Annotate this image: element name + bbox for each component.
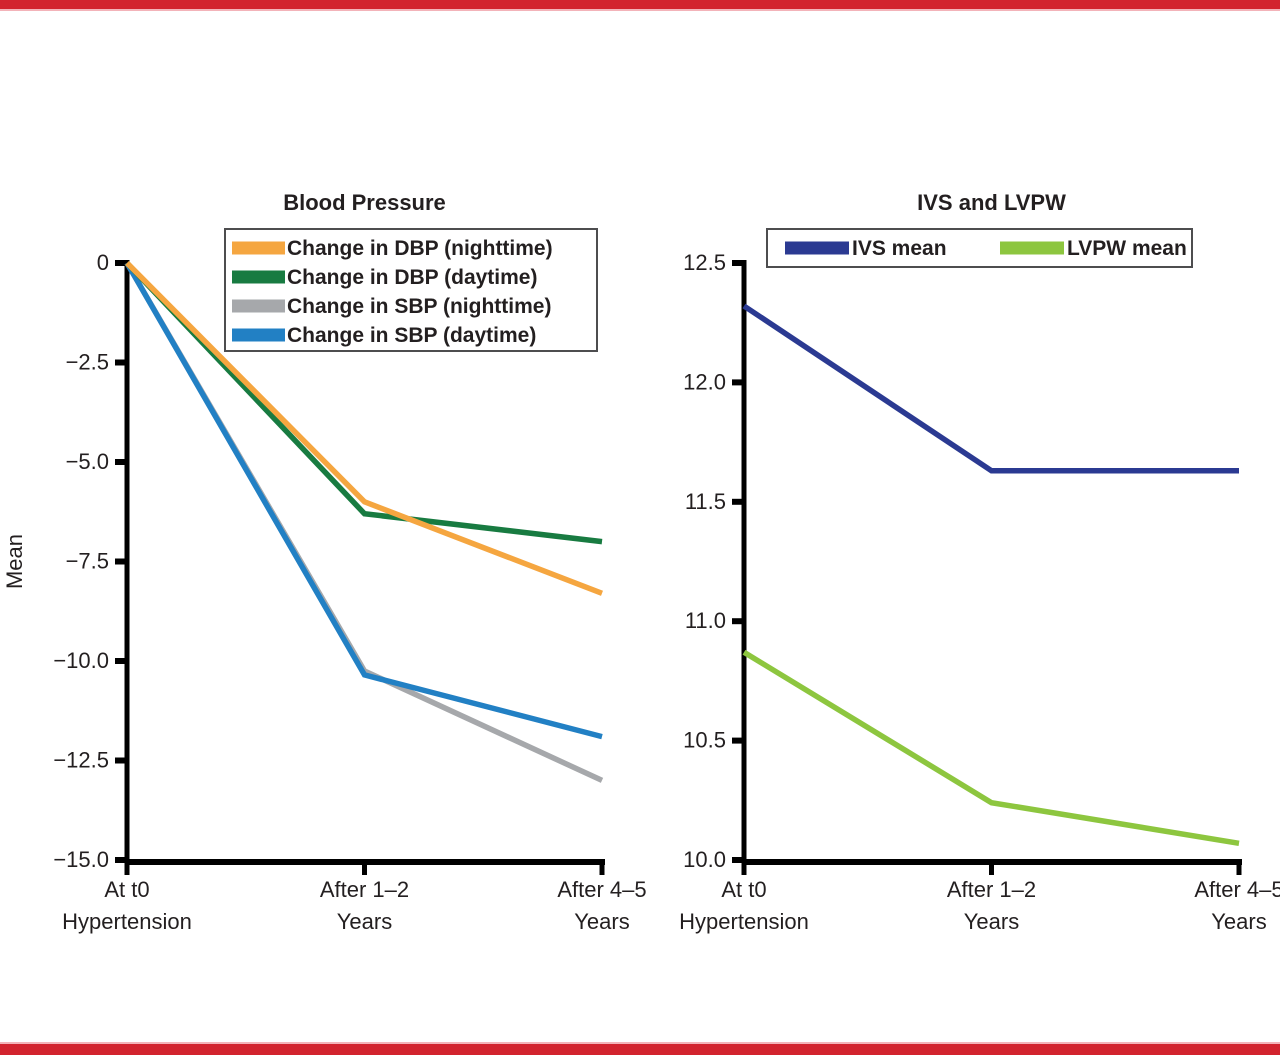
bottom-border-accent [0,1042,1280,1044]
legend-label-1: LVPW mean [1067,237,1187,260]
legend-swatch-1 [1000,241,1064,255]
x-tick-label: Hypertension [679,909,809,934]
legend-label-1: Change in DBP (daytime) [287,266,537,289]
x-tick-label: At t0 [104,877,149,902]
y-tick-label: −2.5 [66,350,109,375]
bottom-border-bar [0,1044,1280,1055]
y-axis-title: Mean [2,534,27,589]
x-tick-label: After 1–2 [320,877,409,902]
legend-swatch-3 [232,328,285,342]
legend-box [224,228,598,352]
legend-label-0: IVS mean [852,237,947,260]
series-line-1 [125,261,603,545]
top-border-accent [0,9,1280,11]
legend-swatch-0 [232,241,285,255]
y-tick-label: 11.5 [685,489,726,514]
top-border-bar [0,0,1280,9]
chart-title: IVS and LVPW [917,190,1066,215]
y-tick-label: 10.5 [683,728,726,753]
x-tick-label: At t0 [721,877,766,902]
y-tick-label: −7.5 [66,549,109,574]
x-tick-label: Hypertension [62,909,192,934]
x-tick-label: After 4–5 [557,877,646,902]
y-tick-label: −5.0 [66,449,109,474]
y-tick-label: −12.5 [53,748,109,773]
series-line-0 [125,261,603,596]
x-tick-label: Years [1211,909,1266,934]
y-tick-label: 10.0 [683,847,726,872]
legend-label-3: Change in SBP (daytime) [287,324,536,347]
x-tick-label: Years [574,909,629,934]
x-tick-label: After 1–2 [947,877,1036,902]
legend-swatch-1 [232,270,285,284]
chart-0: Blood Pressure 0 −2.5 −5.0 −7.5 −10.0 −12.5 −15… [2,190,647,934]
chart-title: Blood Pressure [283,190,446,215]
legend-swatch-2 [232,299,285,313]
y-tick-label: 12.0 [683,369,726,394]
y-tick-label: 11.0 [685,608,726,633]
y-tick-label: 12.5 [683,250,726,275]
x-tick-label: Years [964,909,1019,934]
y-tick-label: −10.0 [53,648,109,673]
legend-label-2: Change in SBP (nighttime) [287,295,551,318]
series-line-1 [742,649,1240,846]
chart-1: IVS and LVPW 12.5 12.0 11.5 11.0 10.5 10.0 At t… [679,190,1280,934]
x-tick-label: Years [337,909,392,934]
legend-label-0: Change in DBP (nighttime) [287,237,553,260]
series-line-0 [742,303,1239,474]
series-line-3 [124,261,603,740]
x-tick-label: After 4–5 [1194,877,1280,902]
y-tick-label: 0 [97,250,109,275]
legend-swatch-0 [785,241,849,255]
y-tick-label: −15.0 [53,847,109,872]
